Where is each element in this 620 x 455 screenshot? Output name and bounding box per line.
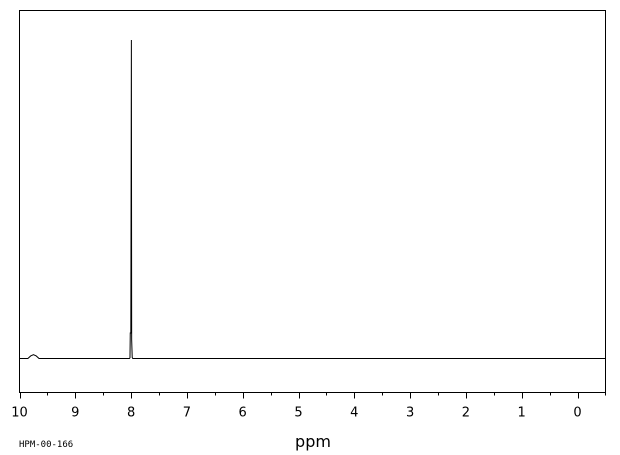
tick-label: 5 [294, 406, 302, 421]
sample-id-label: HPM-00-166 [19, 440, 73, 450]
tick-label: 1 [518, 406, 526, 421]
tick-label: 0 [573, 406, 581, 421]
tick-label: 8 [127, 406, 135, 421]
tick-label: 3 [406, 406, 414, 421]
tick-label: 2 [462, 406, 470, 421]
tick-label: 9 [71, 406, 79, 421]
plot-frame [19, 10, 606, 393]
x-axis-ticks [20, 392, 606, 399]
tick-label: 7 [183, 406, 191, 421]
tick-label: 10 [11, 406, 28, 421]
x-axis-title: ppm [295, 432, 331, 451]
spectrum-line [19, 39, 606, 359]
tick-label: 6 [239, 406, 247, 421]
x-axis-tick-labels: 10 9 8 7 6 5 4 3 2 1 0 [11, 406, 581, 421]
tick-label: 4 [350, 406, 358, 421]
